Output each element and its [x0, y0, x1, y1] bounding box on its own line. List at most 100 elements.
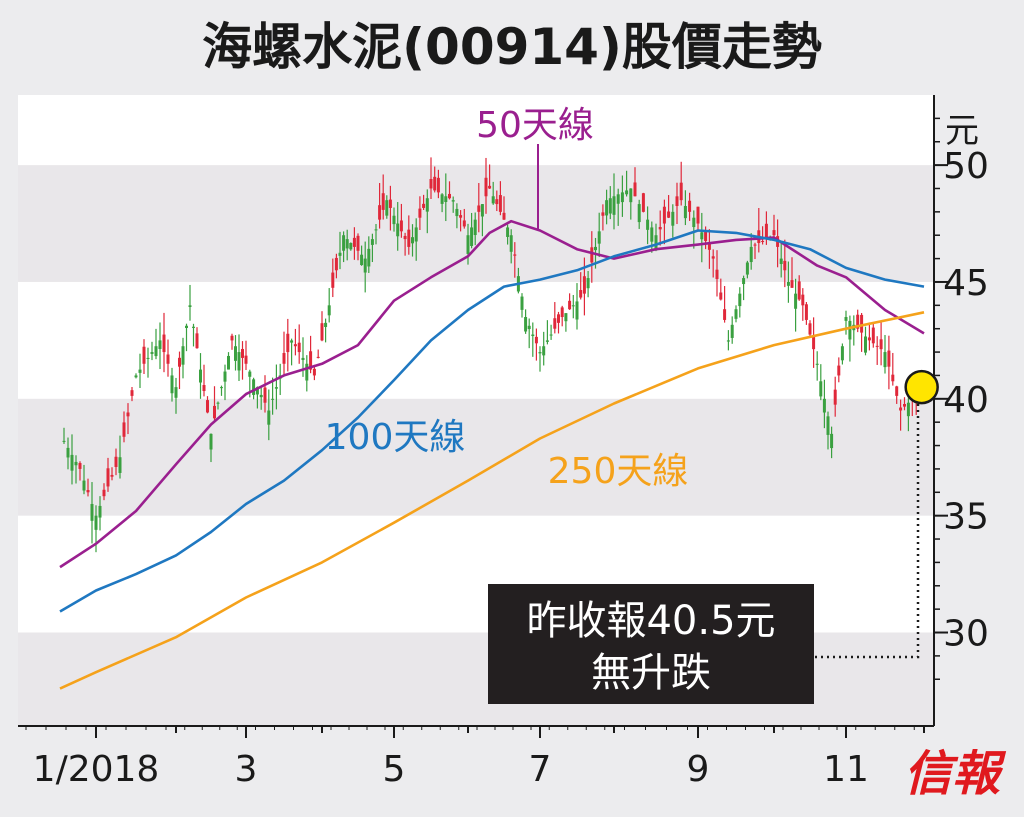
- candle-body: [480, 204, 484, 217]
- candle-body: [875, 345, 879, 347]
- candle-body: [819, 381, 823, 397]
- candle-body: [396, 223, 400, 237]
- candle-body: [844, 317, 848, 321]
- candle-body: [804, 304, 808, 320]
- candle-body: [477, 205, 481, 212]
- candle-body: [370, 239, 374, 245]
- candle-body: [309, 351, 313, 370]
- candle-body: [641, 193, 645, 212]
- candle-body: [470, 227, 474, 246]
- candle-body: [459, 215, 463, 218]
- candle-body: [230, 335, 234, 341]
- chart-title: 海螺水泥(00914)股價走勢: [202, 18, 822, 76]
- candle-body: [571, 305, 575, 307]
- candle-body: [378, 205, 382, 220]
- series-label-ma50: 50天線: [476, 105, 594, 146]
- candle-body: [742, 278, 746, 285]
- candle-body: [679, 182, 683, 201]
- candle-body: [448, 193, 451, 199]
- candle-body: [381, 193, 385, 210]
- candle-body: [488, 185, 492, 189]
- candle-body: [749, 246, 753, 263]
- candle-body: [388, 199, 392, 208]
- candle-body: [616, 194, 620, 204]
- candle-body: [837, 365, 841, 376]
- candle-body: [629, 188, 633, 203]
- candle-body: [62, 440, 66, 442]
- candle-body: [726, 340, 730, 342]
- candle-body: [590, 247, 594, 263]
- candle-body: [738, 293, 742, 307]
- candle-body: [527, 325, 531, 330]
- candle-body: [734, 309, 738, 319]
- candle-body: [700, 232, 704, 240]
- candle-body: [444, 196, 448, 202]
- candle-body: [286, 333, 290, 353]
- candle-body: [360, 254, 364, 266]
- candle-body: [887, 350, 891, 367]
- candle-body: [234, 346, 237, 361]
- candle-body: [840, 346, 844, 361]
- candle-body: [883, 352, 887, 368]
- candle-body: [414, 227, 418, 242]
- candle-body: [267, 410, 271, 425]
- moving-average-lines: [59, 219, 925, 690]
- candle-body: [433, 176, 437, 191]
- candle-body: [564, 313, 568, 322]
- publisher-logo: 信報: [904, 746, 1007, 802]
- candle-body: [181, 346, 185, 365]
- candle-body: [130, 390, 134, 396]
- candle-body: [342, 235, 346, 251]
- candle-body: [879, 339, 883, 350]
- grid-bands: [18, 165, 934, 726]
- y-axis-unit: 元: [945, 111, 979, 151]
- candle-body: [154, 346, 158, 357]
- x-tick-label: 1/2018: [33, 749, 160, 790]
- candle-body: [730, 324, 734, 338]
- candle-body: [608, 198, 612, 214]
- candle-body: [495, 199, 499, 205]
- candle-body: [86, 490, 90, 493]
- candle-body: [658, 226, 662, 230]
- candle-body: [356, 235, 360, 251]
- x-tick-label: 11: [823, 749, 869, 790]
- candle-body: [753, 244, 757, 246]
- candle-body: [667, 211, 671, 218]
- candle-body: [150, 352, 154, 354]
- candle-body: [903, 404, 906, 407]
- candle-body: [466, 235, 470, 254]
- candle-body: [520, 296, 524, 310]
- ma50-line: [59, 219, 925, 569]
- candle-body: [403, 235, 407, 240]
- candle-body: [367, 248, 371, 267]
- candle-body: [696, 206, 700, 224]
- x-tick-label: 7: [529, 749, 552, 790]
- last-close-leader: [814, 398, 920, 659]
- candle-body: [812, 336, 816, 350]
- candle-body: [637, 204, 641, 223]
- candle-body: [407, 229, 411, 247]
- candle-body: [871, 327, 875, 344]
- candle-body: [761, 241, 765, 243]
- candle-body: [506, 227, 510, 237]
- candle-body: [707, 242, 711, 250]
- candle-body: [122, 422, 126, 437]
- candle-body: [418, 208, 422, 218]
- candle-body: [345, 239, 349, 249]
- candle-body: [301, 357, 305, 361]
- candle-body: [491, 196, 495, 204]
- candle-body: [126, 412, 130, 417]
- candle-body: [106, 468, 110, 487]
- candle-body: [374, 229, 378, 231]
- candle-body: [188, 305, 192, 307]
- candle-body: [195, 333, 199, 349]
- candle-body: [553, 318, 557, 329]
- candle-body: [110, 474, 114, 477]
- candle-body: [586, 278, 590, 289]
- candle-body: [509, 235, 513, 252]
- candle-body: [906, 402, 910, 417]
- x-tick-label: 9: [687, 749, 710, 790]
- candle-body: [223, 371, 227, 382]
- candle-body: [745, 262, 749, 275]
- candle-body: [66, 447, 70, 458]
